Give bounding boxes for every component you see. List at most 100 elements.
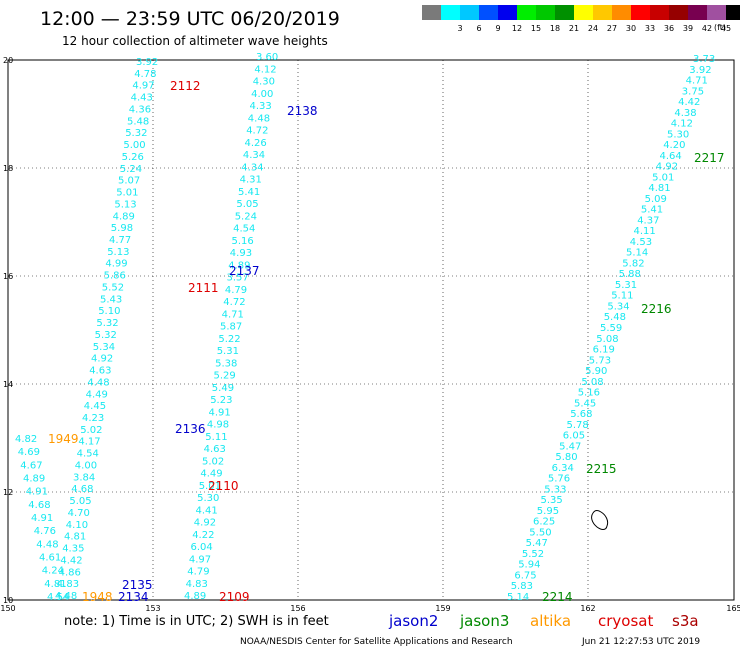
wave-height-value: 4.49 [200,469,222,480]
wave-height-value: 6.04 [191,542,213,553]
colorbar-tick-label: 33 [645,24,655,33]
colorbar-swatch [460,5,479,20]
wave-height-value: 4.81 [64,532,86,543]
wave-height-value: 5.43 [100,294,122,305]
wave-height-value: 5.22 [218,334,240,345]
pass-label: 2214 [542,590,573,604]
wave-height-value: 5.01 [199,481,221,492]
wave-height-value: 3.57 [227,273,249,284]
wave-height-value: 5.13 [114,199,136,210]
wave-height-value: 5.88 [619,269,641,280]
wave-height-value: 5.13 [107,247,129,258]
wave-height-value: 4.45 [84,401,106,412]
wave-height-value: 4.77 [109,235,131,246]
island-outline [591,510,609,530]
wave-height-value: 5.32 [96,318,118,329]
wave-height-value: 5.10 [98,306,120,317]
wave-height-value: 4.41 [196,505,218,516]
colorbar-swatch [593,5,612,20]
colorbar-swatch [631,5,650,20]
wave-height-value: 4.98 [207,420,229,431]
colorbar-tick-label: 45 [721,24,731,33]
pass-label: 1948 [82,590,113,604]
wave-height-value: 5.05 [236,199,258,210]
pass-labels: 2112 2138 2217 2137 2111 2216 1949 2136 2110 2215… [48,79,725,604]
colorbar-swatch [707,5,726,20]
wave-height-value: 5.94 [518,560,540,571]
satellite-legend: jason2 jason3 altika cryosat s3a [388,612,699,630]
y-tick-label: 10 [3,596,13,605]
wave-height-value: 4.35 [62,544,84,555]
wave-height-value: 5.76 [548,474,570,485]
colorbar-tick-label: 18 [550,24,560,33]
wave-height-value: 4.81 [44,579,66,590]
wave-height-value: 4.83 [186,579,208,590]
wave-height-value: 6.75 [514,571,536,582]
wave-height-value: 4.48 [87,377,109,388]
wave-height-value: 4.24 [42,566,64,577]
wave-height-value: 4.49 [86,389,108,400]
wave-height-value: 4.67 [20,460,42,471]
pass-label: 2110 [208,479,239,493]
wave-height-value: 4.82 [15,434,37,445]
wave-height-value: 5.05 [69,496,91,507]
wave-height-value: 6.25 [533,517,555,528]
wave-height-value: 5.34 [607,302,629,313]
wave-height-value: 4.17 [78,437,100,448]
wave-height-value: 4.91 [31,513,53,524]
page-subtitle: 12 hour collection of altimeter wave hei… [62,34,328,48]
wave-height-value: 4.70 [68,508,90,519]
wave-height-value: 5.47 [526,538,548,549]
colorbar-unit: (ft) [714,23,726,32]
colorbar-tick-label: 3 [457,24,462,33]
wave-height-value: 4.48 [55,591,77,602]
wave-height-value: 4.31 [240,175,262,186]
wave-height-value: 5.01 [116,188,138,199]
wave-height-value: 4.64 [660,151,682,162]
wave-height-value: 5.07 [118,176,140,187]
wave-height-value: 4.93 [230,248,252,259]
colorbar-swatch [669,5,688,20]
satellite-legend-item: altika [530,612,571,630]
x-tick-label: 165 [726,604,740,613]
wave-height-value: 5.32 [125,128,147,139]
wave-height-value: 5.01 [652,172,674,183]
wave-height-value: 5.45 [574,398,596,409]
wave-height-value: 3.73 [693,54,715,65]
wave-height-value: 5.00 [123,140,145,151]
colorbar-swatch [612,5,631,20]
colorbar-swatch [726,5,740,20]
wave-height-value: 6.05 [563,431,585,442]
wave-height-value: 4.92 [91,354,113,365]
pass-label: 2111 [188,281,219,295]
wave-height-value: 4.97 [132,81,154,92]
wave-height-value: 5.09 [645,194,667,205]
colorbar-tick-label: 42 [702,24,712,33]
wave-height-value: 5.86 [104,271,126,282]
wave-height-value: 4.43 [131,93,153,104]
satellite-legend-item: jason3 [459,612,509,630]
colorbar-tick-label: 6 [476,24,481,33]
wave-height-value: 5.52 [522,549,544,560]
colorbar-swatch [536,5,555,20]
wave-height-value: 4.78 [134,69,156,80]
colorbar-tick-label: 27 [607,24,617,33]
wave-height-value: 4.30 [253,77,275,88]
wave-height-value: 5.52 [102,283,124,294]
wave-height-value: 4.37 [637,215,659,226]
wave-height-value: 5.02 [202,456,224,467]
wave-height-value: 5.48 [127,116,149,127]
wave-height-value: 5.48 [604,312,626,323]
colorbar-tick-label: 12 [512,24,522,33]
colorbar-swatch [555,5,574,20]
wave-height-value: 4.48 [36,539,58,550]
wave-height-value: 4.79 [187,567,209,578]
y-tick-label: 18 [3,164,13,173]
wave-height-value: 4.12 [671,119,693,130]
pass-label: 2112 [170,79,201,93]
pass-label: 1949 [48,432,79,446]
pass-label: 2217 [694,151,725,165]
colorbar-swatch [688,5,707,20]
wave-height-value: 4.22 [192,530,214,541]
